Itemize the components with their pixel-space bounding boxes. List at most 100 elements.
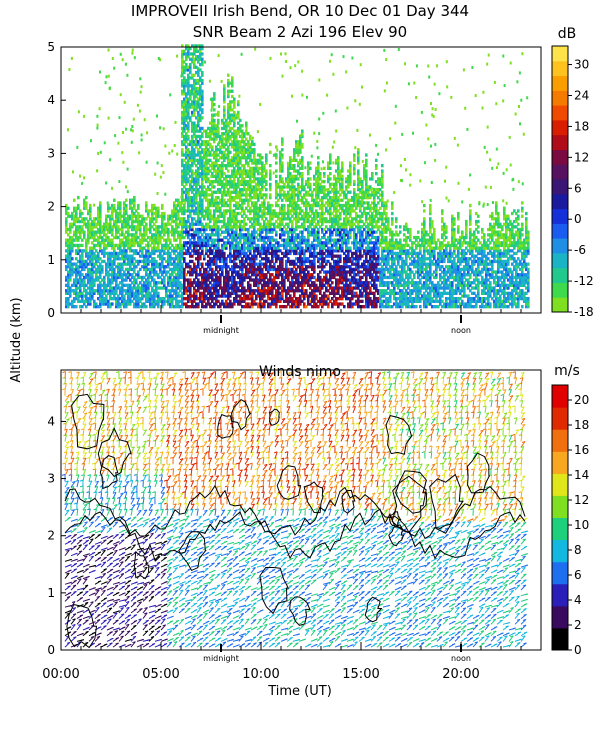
snr-cell [79,289,82,293]
snr-cell [139,259,142,264]
snr-cell [111,267,114,272]
snr-cell [125,251,128,256]
snr-cell [97,251,100,256]
snr-cell [81,265,84,269]
snr-cell [67,206,70,210]
snr-cell [99,291,102,295]
snr-cell [81,305,84,309]
snr-cell [95,273,98,277]
snr-cell [131,206,134,210]
snr-cell [81,227,84,232]
snr-cell [89,294,92,298]
snr-cell [71,299,74,303]
snr-cell [77,286,80,290]
snr-cell [69,246,72,250]
snr-cell [111,281,114,285]
snr-cell [117,203,120,208]
snr-cell [93,262,96,266]
snr-cell [79,273,82,277]
snr-cell [95,262,98,266]
snr-cell [97,297,100,301]
snr-cell [115,286,118,290]
snr-cell [77,219,80,224]
snr-cell [91,233,94,237]
snr-cell [91,283,94,287]
snr-cell [103,238,106,242]
snr-cell [91,241,94,245]
snr-cell [111,273,114,277]
snr-cell [119,233,122,237]
snr-cell [99,214,102,218]
snr-cell [133,198,136,202]
snr-cell [105,222,108,226]
snr-cell [97,227,100,232]
snr-cell [123,246,126,250]
snr-cell [127,219,130,224]
snr-cell [135,297,138,301]
snr-cell [141,305,144,309]
snr-cell [133,286,136,290]
snr-cell [141,291,144,295]
snr-cell [103,281,106,285]
snr-cell [115,214,118,218]
snr-cell [85,217,88,221]
snr-cell [105,225,108,229]
snr-cell [95,222,98,226]
snr-cell [113,262,116,266]
snr-cell [117,219,120,224]
snr-cell [73,289,76,293]
snr-cell [125,273,128,277]
snr-cell [117,235,120,240]
snr-cell [85,262,88,266]
snr-cell [95,230,98,234]
snr-cell [275,169,278,173]
snr-cell [201,52,204,56]
snr-cell [121,249,124,253]
snr-cell [77,291,80,295]
snr-cell [83,198,86,202]
snr-cell [89,281,92,285]
snr-cell [79,230,82,234]
snr-cell [113,206,116,210]
snr-cell [145,299,148,303]
snr-cell [75,235,78,240]
snr-cell [89,222,92,226]
snr-cell [145,259,148,264]
snr-cell [103,254,106,258]
snr-cell [163,211,166,216]
snr-cell [213,118,216,123]
snr-cell [83,281,86,285]
snr-cell [99,297,102,301]
snr-cell [69,302,72,306]
snr-cell [97,241,100,245]
snr-cell [123,211,126,216]
snr-cell [107,265,110,269]
snr-cell [75,233,78,237]
snr-cell [139,246,142,250]
snr-cell [133,278,136,282]
snr-cell [145,254,148,258]
snr-cell [133,238,136,242]
snr-cell [227,73,230,77]
snr-cell [305,289,308,293]
snr-cell [139,267,142,272]
snr-cell [115,257,118,261]
snr-cell [131,235,134,240]
snr-cell [137,241,140,245]
snr-cell [79,299,82,303]
snr-cell [123,206,126,210]
snr-cell [85,254,88,258]
snr-cell [113,222,116,226]
snr-cell [89,254,92,258]
snr-cell [73,238,76,242]
snr-cell [99,227,102,232]
snr-cell [139,275,142,280]
snr-cell [107,225,110,229]
snr-cell [83,278,86,282]
snr-cell [79,270,82,274]
snr-cell [99,206,102,210]
snr-cell [109,291,112,295]
snr-cell [119,275,122,280]
snr-cell [231,89,234,93]
snr-cell [115,209,118,213]
